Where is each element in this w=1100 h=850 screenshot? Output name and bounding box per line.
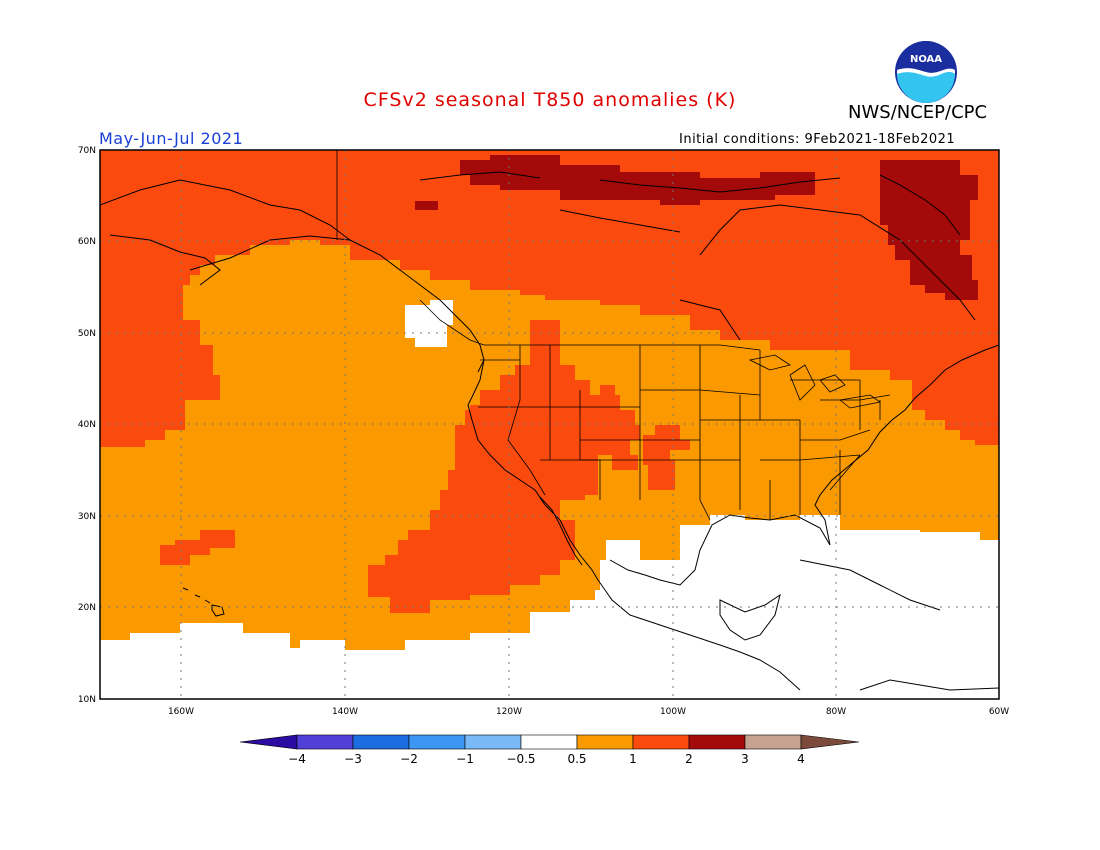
colorbar-swatch xyxy=(576,734,634,750)
shade-region xyxy=(460,155,815,205)
lat-label: 20N xyxy=(78,603,96,613)
colorbar-label: −1 xyxy=(456,752,474,766)
colorbar-swatch xyxy=(744,734,802,750)
colorbar-swatch xyxy=(296,734,354,750)
lat-label: 60N xyxy=(78,237,96,247)
political-boundaries xyxy=(336,150,891,521)
shade-region xyxy=(100,515,999,699)
shade-region xyxy=(648,460,675,490)
colorbar-label: −2 xyxy=(400,752,418,766)
lon-label: 100W xyxy=(660,707,686,717)
map-gridlines xyxy=(100,150,999,699)
colorbar-swatch xyxy=(408,734,466,750)
lon-label: 160W xyxy=(168,707,194,717)
colorbar-arrow-right xyxy=(800,734,860,750)
longitude-labels: 160W 140W 120W 100W 80W 60W xyxy=(168,707,1009,717)
shade-region xyxy=(100,150,999,447)
colorbar-arrow-left xyxy=(239,734,298,750)
colorbar: −4 −3 −2 −1 −0.5 0.5 1 2 3 4 xyxy=(239,734,860,766)
lat-label: 40N xyxy=(78,420,96,430)
colorbar-label: 4 xyxy=(797,752,805,766)
shade-region xyxy=(160,530,235,565)
shade-region xyxy=(415,201,438,210)
initial-conditions: Initial conditions: 9Feb2021-18Feb2021 xyxy=(679,132,956,147)
noaa-logo-icon: NOAA xyxy=(895,41,957,103)
lon-label: 80W xyxy=(826,707,846,717)
colorbar-swatch xyxy=(688,734,746,750)
lon-label: 60W xyxy=(989,707,1009,717)
colorbar-label: 0.5 xyxy=(567,752,586,766)
lat-label: 10N xyxy=(78,695,96,705)
lon-label: 140W xyxy=(332,707,358,717)
anomaly-map xyxy=(100,150,999,699)
colorbar-swatch xyxy=(520,734,578,750)
lat-label: 50N xyxy=(78,329,96,339)
colorbar-label: 2 xyxy=(685,752,693,766)
shade-region xyxy=(368,345,640,613)
shade-region xyxy=(880,160,978,300)
great-lakes xyxy=(748,354,881,409)
colorbar-label: 1 xyxy=(629,752,637,766)
map-frame xyxy=(99,149,1000,700)
colorbar-label: −3 xyxy=(344,752,362,766)
logo-text: NOAA xyxy=(910,54,942,65)
colorbar-label: −4 xyxy=(288,752,306,766)
organization-label: NWS/NCEP/CPC xyxy=(848,102,988,123)
colorbar-label: 3 xyxy=(741,752,749,766)
colorbar-swatch xyxy=(352,734,410,750)
shade-region xyxy=(530,320,560,345)
lon-label: 120W xyxy=(496,707,522,717)
shade-region xyxy=(643,425,690,465)
forecast-period: May-Jun-Jul 2021 xyxy=(99,129,244,148)
coastlines xyxy=(100,171,999,691)
colorbar-swatch xyxy=(632,734,690,750)
latitude-labels: 70N 60N 50N 40N 30N 20N 10N xyxy=(78,146,96,705)
chart-title: CFSv2 seasonal T850 anomalies (K) xyxy=(363,89,737,111)
colorbar-label: −0.5 xyxy=(506,752,535,766)
shade-region xyxy=(405,300,453,347)
lat-label: 70N xyxy=(78,146,96,156)
lat-label: 30N xyxy=(78,512,96,522)
colorbar-swatch xyxy=(464,734,522,750)
